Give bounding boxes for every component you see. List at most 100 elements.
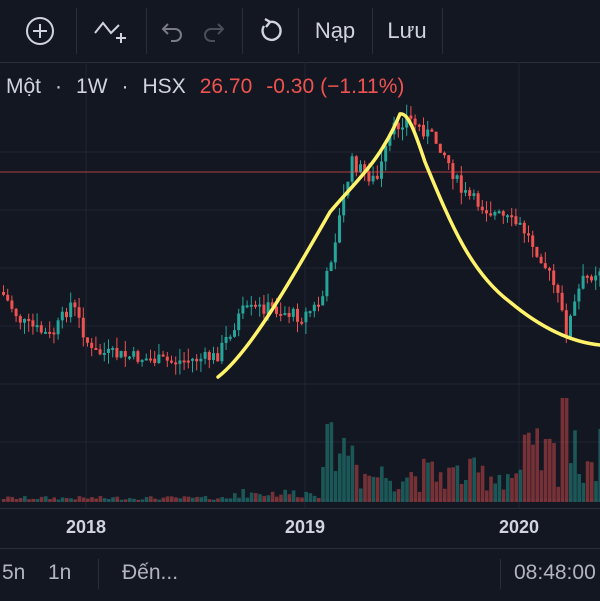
undo-button[interactable] xyxy=(152,0,192,62)
volume-bar xyxy=(186,496,191,502)
save-button[interactable]: Lưu xyxy=(387,18,427,43)
volume-bar xyxy=(2,499,6,502)
x-tick-label: 2019 xyxy=(284,517,326,537)
volume-bar xyxy=(199,497,203,502)
volume-bar xyxy=(308,493,313,502)
indicators-button[interactable] xyxy=(84,0,138,62)
candle-body xyxy=(464,190,467,193)
candle-body xyxy=(401,127,404,130)
candle-body xyxy=(396,122,400,130)
candle-body xyxy=(10,300,14,309)
volume-bar xyxy=(241,488,245,502)
candle-body xyxy=(275,306,278,314)
candle-body xyxy=(245,305,249,308)
volume-bar xyxy=(354,464,359,502)
volume-bar xyxy=(111,497,115,502)
candle-body xyxy=(212,353,215,361)
candle-body xyxy=(136,351,140,362)
candle-body xyxy=(476,193,480,207)
candle-body xyxy=(107,348,110,353)
candle-body xyxy=(493,211,497,216)
candle-body xyxy=(262,304,266,314)
volume-bar xyxy=(81,497,86,502)
candle-body xyxy=(363,164,367,172)
volume-bar xyxy=(191,497,195,502)
volume-bar xyxy=(417,491,422,502)
volume-bar xyxy=(501,489,506,502)
time-axis[interactable]: 2018 2019 2020 xyxy=(0,508,600,549)
candle-body xyxy=(296,308,299,322)
load-button[interactable]: Nạp xyxy=(314,18,356,43)
annotation-curve[interactable] xyxy=(216,112,600,379)
volume-bar xyxy=(375,477,380,502)
candle-body xyxy=(237,313,241,331)
volume-bar xyxy=(60,497,65,502)
volume-bar xyxy=(149,496,153,502)
candle-body xyxy=(178,360,182,364)
volume-bar xyxy=(312,495,317,502)
candle-body xyxy=(480,206,484,211)
chart-toolbar: Nạp Lưu xyxy=(0,0,600,63)
chart-grid xyxy=(0,62,600,508)
volume-bar xyxy=(178,498,182,502)
toolbar-divider xyxy=(442,8,443,54)
candle-body xyxy=(56,320,60,335)
candle-body xyxy=(207,351,211,361)
candle-body xyxy=(472,193,476,196)
volume-bar xyxy=(447,467,451,502)
candle-body xyxy=(594,275,598,281)
candle-body xyxy=(39,325,43,333)
volume-bar xyxy=(195,496,199,502)
add-indicator-button[interactable] xyxy=(12,0,68,62)
range-1y-button[interactable]: 1n xyxy=(48,561,72,584)
candle-body xyxy=(98,349,102,355)
redo-button[interactable] xyxy=(194,0,234,62)
volume-bar xyxy=(249,492,254,502)
clock-readout[interactable]: 08:48:00 xyxy=(514,561,596,584)
candlesticks xyxy=(2,104,600,375)
candle-body xyxy=(581,275,585,289)
goto-date-button[interactable]: Đến... xyxy=(122,561,179,584)
volume-bar xyxy=(10,496,14,502)
candle-body xyxy=(254,304,257,307)
candle-body xyxy=(216,353,220,362)
candle-body xyxy=(447,155,451,164)
volume-bar xyxy=(497,474,502,502)
candle-body xyxy=(287,313,291,317)
candle-body xyxy=(317,304,320,307)
candle-body xyxy=(308,311,312,314)
candle-body xyxy=(291,308,295,317)
legend-interval[interactable]: 1W xyxy=(76,75,108,98)
volume-bar xyxy=(522,434,527,502)
candle-body xyxy=(367,171,371,182)
bottom-toolbar: 5n 1n Đến... 08:48:00 xyxy=(0,548,600,601)
reload-button[interactable] xyxy=(248,0,292,62)
candle-body xyxy=(65,311,68,318)
volume-bar xyxy=(69,498,73,502)
volume-bar xyxy=(275,496,279,502)
volume-bar xyxy=(31,498,35,502)
candle-body xyxy=(548,268,551,271)
volume-bar xyxy=(548,438,552,502)
volume-bar xyxy=(434,481,439,502)
legend-separator: · xyxy=(55,75,63,98)
candle-body xyxy=(522,222,526,234)
candle-body xyxy=(539,256,543,264)
candle-body xyxy=(144,358,148,361)
legend-symbol[interactable]: Một xyxy=(6,75,42,98)
candle-body xyxy=(514,216,518,225)
volume-bar xyxy=(73,499,77,502)
volume-bar xyxy=(136,499,140,502)
candle-body xyxy=(342,195,346,216)
candle-body xyxy=(459,175,463,193)
volume-bar xyxy=(468,458,472,502)
range-5y-button[interactable]: 5n xyxy=(2,561,26,584)
candle-body xyxy=(44,331,47,334)
volume-bar xyxy=(367,475,371,502)
volume-bar xyxy=(342,437,346,502)
price-chart[interactable] xyxy=(0,62,600,508)
volume-bar xyxy=(14,499,19,502)
volume-bar xyxy=(220,497,224,502)
x-tick-label: 2020 xyxy=(498,517,540,537)
volume-bar xyxy=(531,444,535,502)
